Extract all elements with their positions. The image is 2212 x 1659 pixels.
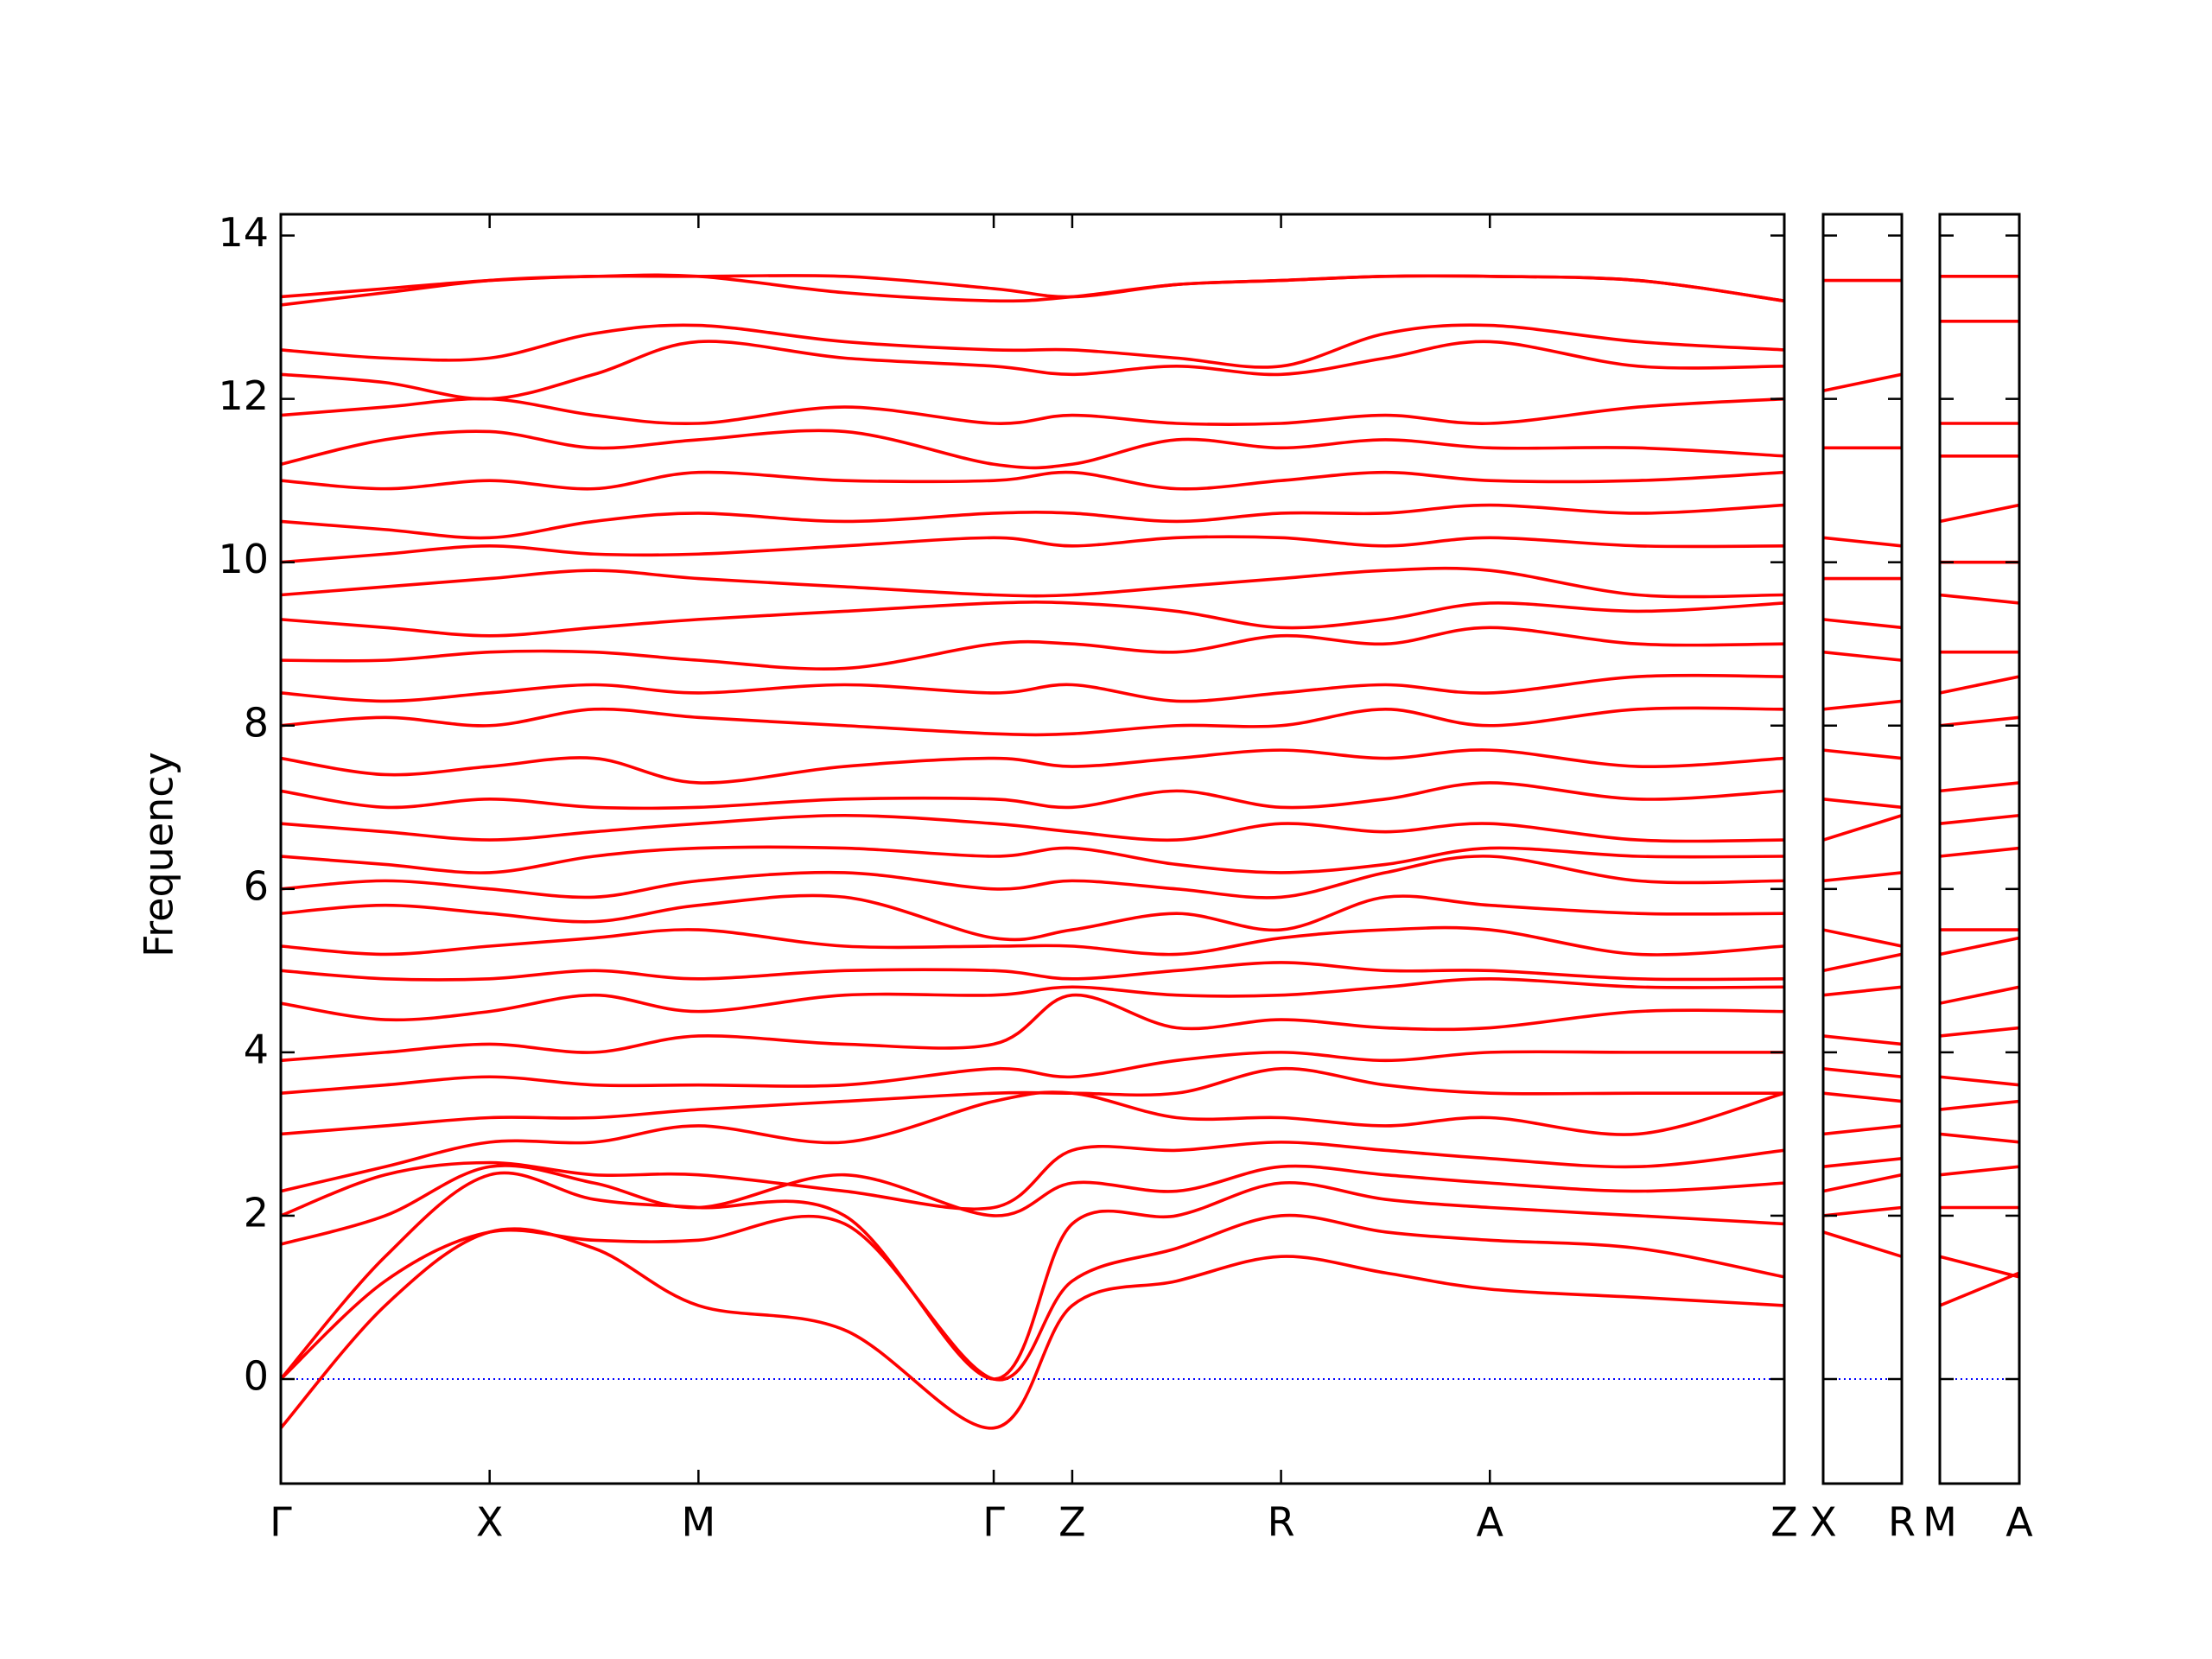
band-line <box>281 1171 1784 1381</box>
band-line <box>1940 846 2019 858</box>
band-line <box>281 893 1784 942</box>
band-line <box>1823 748 1902 760</box>
band-line <box>281 273 1784 302</box>
band-line <box>1940 715 2019 728</box>
band-line <box>1940 1099 2019 1111</box>
band-line <box>1823 1156 1902 1169</box>
band-line <box>1823 871 1902 883</box>
band-line <box>1940 675 2019 695</box>
band-line <box>1823 618 1902 630</box>
x-tick-label: R <box>1268 1499 1295 1546</box>
band-line <box>1823 952 1902 973</box>
band-line <box>1823 699 1902 711</box>
band-line <box>281 993 1784 1063</box>
band-line <box>1823 985 1902 997</box>
x-tick-label: A <box>2005 1499 2033 1546</box>
y-tick-label: 0 <box>244 1353 269 1400</box>
x-tick-label: M <box>681 1499 715 1546</box>
band-line <box>1823 1066 1902 1079</box>
band-line <box>281 1164 1784 1246</box>
y-tick-label: 12 <box>218 372 269 419</box>
band-line <box>1823 814 1902 842</box>
band-line <box>1823 536 1902 548</box>
band-line <box>1823 1124 1902 1136</box>
band-line <box>1823 1205 1902 1217</box>
x-tick-label: Γ <box>982 1499 1005 1546</box>
x-tick-label: Z <box>1058 1499 1086 1546</box>
band-line <box>281 673 1784 703</box>
band-line <box>1940 1271 2019 1307</box>
band-line <box>281 535 1784 564</box>
band-line <box>281 961 1784 982</box>
y-tick-label: 4 <box>244 1026 269 1072</box>
band-line <box>281 977 1784 1022</box>
band-line <box>281 855 1784 899</box>
x-tick-label: Γ <box>270 1499 292 1546</box>
band-line <box>1823 798 1902 810</box>
x-tick-label: R <box>1888 1499 1916 1546</box>
y-tick-label: 2 <box>244 1189 269 1236</box>
band-line <box>1823 1173 1902 1193</box>
x-tick-label: M <box>1923 1499 1957 1546</box>
band-line <box>1940 503 2019 524</box>
band-line <box>281 1090 1784 1193</box>
band-line <box>281 1050 1784 1095</box>
band-line <box>1940 1165 2019 1177</box>
y-tick-label: 14 <box>218 209 269 256</box>
band-line <box>281 397 1784 426</box>
y-axis-label: Frequency <box>136 752 182 957</box>
band-line <box>281 323 1784 369</box>
band-line <box>1940 813 2019 825</box>
band-line <box>281 781 1784 810</box>
band-line <box>281 1141 1784 1217</box>
x-tick-label: Z <box>1770 1499 1798 1546</box>
band-line <box>1940 593 2019 605</box>
x-tick-label: X <box>476 1499 504 1546</box>
x-tick-label: X <box>1809 1499 1837 1546</box>
band-line <box>1823 1230 1902 1258</box>
band-line <box>1940 781 2019 793</box>
band-line <box>281 925 1784 957</box>
y-tick-label: 6 <box>244 862 269 909</box>
plot-frame <box>1938 213 2021 1485</box>
band-line <box>1940 1132 2019 1144</box>
plot-frame <box>1821 213 1904 1485</box>
band-line <box>281 845 1784 874</box>
band-line <box>1940 1255 2019 1279</box>
band-line <box>281 1066 1784 1136</box>
band-line <box>281 626 1784 671</box>
band-line <box>281 813 1784 843</box>
band-line <box>1823 1034 1902 1046</box>
y-tick-label: 10 <box>218 536 269 582</box>
y-tick-label: 8 <box>244 699 269 746</box>
band-line <box>281 706 1784 737</box>
band-line <box>1940 985 2019 1005</box>
band-line <box>281 470 1784 491</box>
band-line <box>1940 1075 2019 1087</box>
band-line <box>281 566 1784 599</box>
band-line <box>281 340 1784 401</box>
band-line <box>281 600 1784 638</box>
band-line <box>1823 650 1902 662</box>
band-line <box>1823 928 1902 948</box>
band-line <box>281 1227 1784 1430</box>
band-line <box>281 503 1784 540</box>
band-line <box>1940 1026 2019 1038</box>
x-tick-label: A <box>1477 1499 1504 1546</box>
band-line <box>1940 936 2019 957</box>
band-line <box>1823 372 1902 392</box>
band-line <box>281 1213 1784 1382</box>
plot-frame <box>279 213 1786 1485</box>
band-line <box>1823 1091 1902 1103</box>
band-line <box>281 748 1784 785</box>
band-line <box>281 429 1784 470</box>
